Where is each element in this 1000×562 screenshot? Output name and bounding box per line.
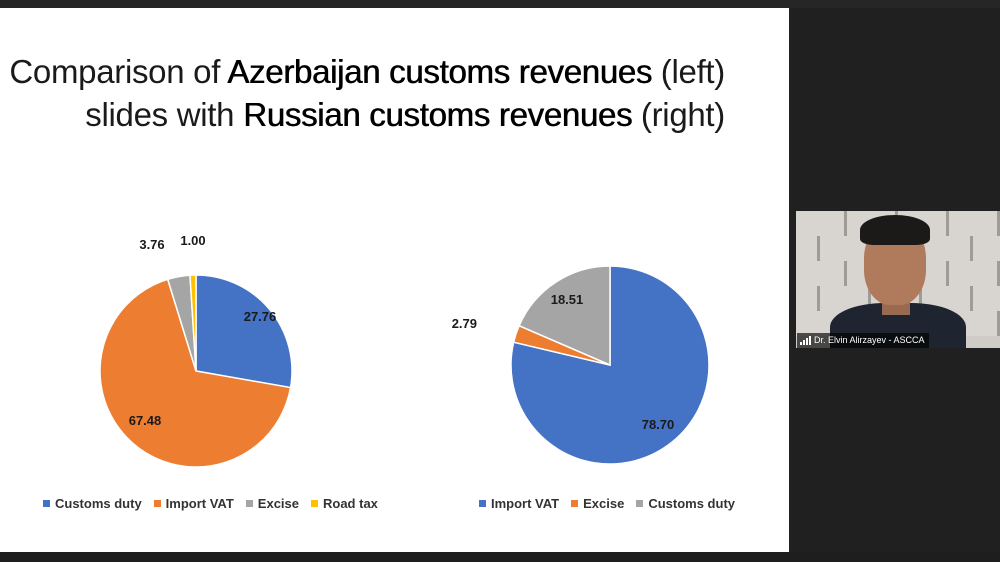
- pie-slice-customs-duty: [518, 265, 611, 367]
- legend-swatch: [571, 500, 579, 507]
- azerbaijan-pie-svg: 27.76 67.48 3.76 1.00: [99, 233, 293, 468]
- participant-hair: [860, 215, 930, 245]
- data-label-import-vat: 67.48: [129, 413, 162, 428]
- legend-item-customs-duty: Customs duty: [43, 496, 142, 511]
- data-label-road-tax: 1.00: [180, 233, 205, 248]
- legend-swatch: [245, 500, 253, 507]
- participant-video-tile[interactable]: [796, 211, 1000, 348]
- title-line-2-suffix: (right): [632, 96, 725, 133]
- russia-pie-svg: 78.70 2.79 18.51: [452, 265, 710, 465]
- legend-item-excise: Excise: [571, 496, 624, 511]
- participant-name: Dr. Elvin Alirzayev - ASCCA: [814, 335, 925, 345]
- bottom-bar: [0, 552, 1000, 562]
- legend-label: Road tax: [323, 496, 378, 511]
- pie-slice-customs-duty: [195, 274, 293, 389]
- legend-item-excise: Excise: [245, 496, 299, 511]
- data-label-excise: 3.76: [139, 237, 164, 252]
- legend-swatch: [311, 500, 318, 507]
- slide-title: Comparison of Azerbaijan customs revenue…: [9, 50, 725, 136]
- title-line-1: Comparison of Azerbaijan customs revenue…: [9, 50, 725, 93]
- legend-label: Excise: [257, 496, 299, 511]
- legend-label: Customs duty: [648, 496, 735, 511]
- title-line-2: slides with Russian customs revenues (ri…: [9, 93, 725, 136]
- data-label-customs-duty: 18.51: [551, 292, 584, 307]
- title-line-1-prefix: Comparison of: [9, 53, 228, 90]
- title-line-1-suffix: (left): [651, 53, 726, 90]
- title-line-2-prefix: slides with: [85, 96, 244, 133]
- legend-label: Excise: [583, 496, 625, 511]
- title-line-2-bold: Russian customs revenues: [243, 96, 633, 133]
- legend-swatch: [636, 500, 644, 507]
- shared-slide: Comparison of Azerbaijan customs revenue…: [0, 8, 789, 552]
- pie-slice-import-vat: [99, 278, 292, 468]
- azerbaijan-legend: Customs duty Import VAT Excise Road tax: [43, 496, 378, 511]
- legend-label: Import VAT: [165, 496, 234, 511]
- data-label-customs-duty: 27.76: [244, 309, 277, 324]
- legend-label: Customs duty: [55, 496, 142, 511]
- signal-bars-icon: [800, 336, 811, 345]
- participant-name-label: Dr. Elvin Alirzayev - ASCCA: [797, 333, 929, 348]
- legend-item-import-vat: Import VAT: [479, 496, 559, 511]
- legend-label: Import VAT: [491, 496, 560, 511]
- legend-swatch: [153, 500, 161, 507]
- azerbaijan-pie-chart: 27.76 67.48 3.76 1.00: [80, 228, 320, 488]
- data-label-import-vat: 78.70: [642, 417, 675, 432]
- title-line-1-bold: Azerbaijan customs revenues: [227, 53, 652, 90]
- data-label-excise: 2.79: [452, 316, 477, 331]
- russia-legend: Import VAT Excise Customs duty: [479, 496, 735, 511]
- top-bar: [0, 0, 1000, 8]
- legend-item-road-tax: Road tax: [311, 496, 378, 511]
- russia-pie-chart: 78.70 2.79 18.51: [452, 228, 740, 488]
- legend-item-customs-duty: Customs duty: [636, 496, 735, 511]
- legend-swatch: [479, 500, 486, 507]
- legend-item-import-vat: Import VAT: [153, 496, 234, 511]
- legend-swatch: [43, 500, 50, 507]
- pie-slice-road-tax: [189, 274, 197, 372]
